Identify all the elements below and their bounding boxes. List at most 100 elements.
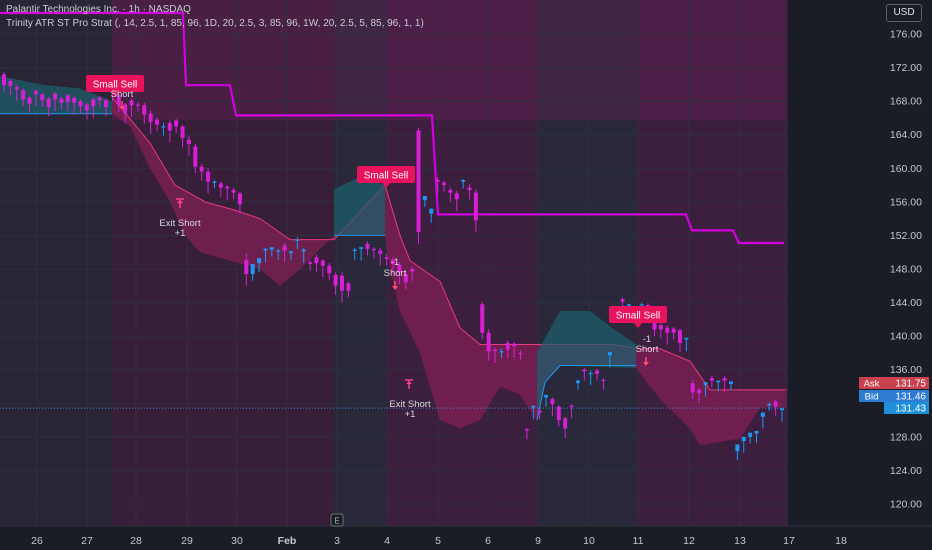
candle bbox=[703, 382, 708, 397]
candle-body bbox=[697, 389, 702, 394]
candle-body bbox=[391, 259, 395, 264]
price-tick-label: 144.00 bbox=[890, 297, 922, 309]
short-arrow-2 bbox=[392, 281, 398, 290]
time-axis-bg[interactable] bbox=[0, 526, 932, 550]
candle bbox=[155, 117, 160, 132]
candle bbox=[167, 120, 172, 143]
price-label-ask: Ask 131.75 bbox=[859, 377, 929, 390]
candle-body bbox=[684, 337, 689, 340]
candle bbox=[697, 388, 702, 403]
candle bbox=[595, 368, 600, 381]
candle-body bbox=[524, 429, 529, 431]
bull-support-line bbox=[536, 365, 636, 421]
candle-body bbox=[371, 248, 376, 251]
candle-body bbox=[161, 126, 166, 128]
candle bbox=[352, 248, 357, 260]
candle bbox=[218, 181, 223, 197]
symbol-title[interactable]: Palantir Technologies Inc. · 1h · NASDAQ bbox=[6, 4, 191, 15]
minus-one-label-2: -1 bbox=[391, 257, 399, 268]
price-axis[interactable]: 176.00 172.00 168.00 164.00 160.00 156.00 152.… bbox=[890, 29, 922, 511]
weekly-stop-line bbox=[0, 11, 784, 245]
indicator-legend[interactable]: Trinity ATR ST Pro Strat (, 14, 2.5, 1, … bbox=[6, 18, 424, 29]
price-tick-label: 164.00 bbox=[890, 129, 922, 141]
candle-body bbox=[288, 251, 293, 254]
candle-body bbox=[442, 182, 447, 186]
candle-body bbox=[728, 381, 733, 384]
candle bbox=[365, 241, 370, 256]
candle-body bbox=[148, 113, 153, 123]
candle bbox=[556, 404, 561, 427]
candle bbox=[728, 381, 733, 391]
candle-body bbox=[767, 404, 772, 406]
candle-body bbox=[531, 405, 536, 408]
short-label-1: Short bbox=[111, 89, 134, 100]
candle bbox=[301, 248, 306, 264]
candle-body bbox=[155, 119, 160, 125]
price-tick-label: 172.00 bbox=[890, 62, 922, 74]
time-tick-label: 13 bbox=[734, 535, 746, 547]
atr-upper-line bbox=[111, 96, 787, 391]
candle-body bbox=[677, 330, 682, 343]
candle bbox=[46, 96, 51, 117]
exit-short-arrow-2 bbox=[405, 379, 413, 389]
bull-ribbon-fill bbox=[334, 176, 385, 236]
candle-body bbox=[257, 258, 262, 264]
price-value-bg bbox=[884, 390, 929, 402]
candle-body bbox=[384, 257, 389, 259]
candle-body bbox=[499, 351, 504, 353]
short-label-2: Short bbox=[384, 268, 407, 279]
candle-body bbox=[59, 98, 64, 103]
currency-button[interactable]: USD bbox=[886, 4, 922, 22]
time-tick-label: 29 bbox=[181, 535, 193, 547]
candle-body bbox=[563, 418, 568, 429]
short-arrow-1 bbox=[119, 101, 125, 110]
candle-body bbox=[639, 304, 644, 306]
time-tick-label: 10 bbox=[583, 535, 595, 547]
candle-body bbox=[308, 262, 313, 264]
candle bbox=[116, 93, 121, 113]
candle-body bbox=[33, 91, 38, 95]
candle-body bbox=[486, 332, 491, 352]
candle bbox=[486, 329, 491, 361]
candle bbox=[237, 191, 242, 214]
candle-body bbox=[658, 325, 663, 330]
candle-body bbox=[748, 432, 753, 437]
time-tick-label: 18 bbox=[835, 535, 847, 547]
earnings-event-icon[interactable]: E bbox=[330, 513, 344, 527]
candle-body bbox=[212, 181, 217, 183]
candle-body bbox=[352, 249, 357, 251]
candle-body bbox=[72, 97, 77, 103]
candle bbox=[250, 263, 255, 281]
candle bbox=[72, 96, 77, 115]
price-axis-bg[interactable] bbox=[787, 0, 932, 526]
candle bbox=[741, 436, 746, 453]
candle bbox=[684, 337, 689, 352]
time-tick-label: 3 bbox=[334, 535, 340, 547]
candle-body bbox=[237, 193, 242, 205]
candle-body bbox=[21, 90, 26, 100]
candle-body bbox=[231, 190, 236, 193]
candle-body bbox=[595, 370, 600, 374]
time-tick-label: 6 bbox=[485, 535, 491, 547]
candle bbox=[378, 248, 383, 266]
candle-body bbox=[601, 379, 606, 381]
price-tick-label: 136.00 bbox=[890, 364, 922, 376]
candle-body bbox=[741, 436, 746, 442]
price-tick-label: 140.00 bbox=[890, 331, 922, 343]
price-tick-label: 156.00 bbox=[890, 196, 922, 208]
candle bbox=[193, 143, 198, 174]
candle bbox=[282, 242, 287, 263]
price-value-bg bbox=[884, 402, 929, 414]
time-axis[interactable]: 26 27 28 29 30 Feb 3 4 5 6 9 10 11 12 13 17 18 bbox=[31, 535, 847, 547]
candle bbox=[186, 135, 191, 156]
candle bbox=[308, 259, 313, 271]
candle-body bbox=[582, 369, 587, 372]
candle-body bbox=[301, 249, 306, 252]
candle bbox=[59, 96, 64, 110]
candle bbox=[295, 237, 300, 249]
candle bbox=[21, 88, 26, 107]
candle-body bbox=[607, 352, 612, 356]
exit-short-label-2: Exit Short bbox=[389, 399, 431, 410]
